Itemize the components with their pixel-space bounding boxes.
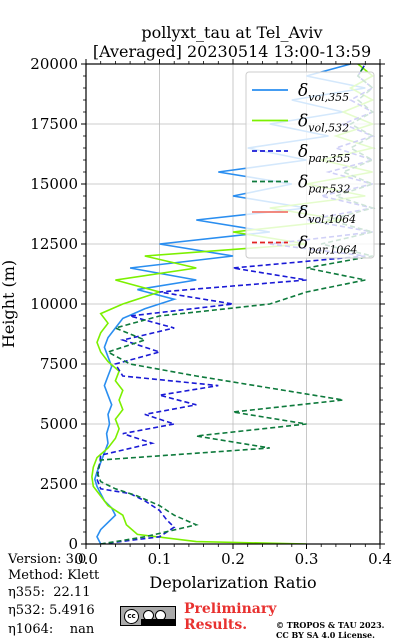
copyright-notice: © TROPOS & TAU 2023. CC BY SA 4.0 Licens… bbox=[276, 620, 384, 640]
x-tick-label: 0.0 bbox=[74, 550, 98, 568]
y-tick-label: 5000 bbox=[40, 415, 78, 433]
x-tick-label: 0.2 bbox=[221, 550, 245, 568]
preliminary-line1: Preliminary bbox=[184, 601, 277, 617]
chart-title: pollyxt_tau at Tel_Aviv bbox=[141, 23, 323, 42]
y-tick-label: 10000 bbox=[30, 295, 78, 313]
info-method: Method: Klett bbox=[8, 568, 100, 583]
info-version: Version: 3.0 bbox=[8, 552, 87, 567]
cc-by-sa-logo-icon: cc bbox=[120, 606, 176, 626]
x-tick-label: 0.3 bbox=[295, 550, 319, 568]
y-tick-label: 2500 bbox=[40, 475, 78, 493]
x-axis-label: Depolarization Ratio bbox=[149, 573, 316, 592]
y-tick-label: 7500 bbox=[40, 355, 78, 373]
copyright-line1: © TROPOS & TAU 2023. bbox=[276, 620, 385, 630]
info-eta1064: η1064: nan bbox=[8, 622, 95, 637]
preliminary-results-notice: Preliminary Results. bbox=[184, 601, 276, 633]
series-line-3 bbox=[96, 64, 376, 544]
x-tick-label: 0.4 bbox=[368, 550, 392, 568]
info-eta355: η355: 22.11 bbox=[8, 585, 91, 600]
info-eta532: η532: 5.4916 bbox=[8, 603, 95, 618]
y-tick-label: 20000 bbox=[30, 55, 78, 73]
legend-entry-4: δvol,1064 bbox=[298, 203, 356, 226]
x-tick-label: 0.1 bbox=[148, 550, 172, 568]
y-tick-label: 12500 bbox=[30, 235, 78, 253]
y-tick-label: 17500 bbox=[30, 115, 78, 133]
legend: δvol,355 δvol,532 δpar,355 δpar,532 δvol,106… bbox=[245, 71, 375, 259]
legend-entry-3: δpar,532 bbox=[298, 173, 350, 196]
y-tick-label: 15000 bbox=[30, 175, 78, 193]
grid bbox=[85, 63, 381, 545]
legend-entry-0: δvol,355 bbox=[298, 81, 349, 104]
legend-entry-2: δpar,355 bbox=[298, 142, 350, 165]
chart-subtitle: [Averaged] 20230514 13:00-13:59 bbox=[92, 42, 372, 61]
y-axis-label: Height (m) bbox=[0, 260, 18, 348]
legend-entry-5: δpar,1064 bbox=[298, 234, 357, 257]
preliminary-line2: Results. bbox=[184, 617, 248, 633]
y-tick-label: 0 bbox=[68, 535, 78, 553]
copyright-line2: CC BY SA 4.0 License. bbox=[276, 630, 375, 640]
ticks: 0.0 0.1 0.2 0.3 0.4 0 2500 5000 7500 10000 12500 15… bbox=[30, 55, 392, 568]
legend-entry-1: δvol,532 bbox=[298, 112, 349, 135]
